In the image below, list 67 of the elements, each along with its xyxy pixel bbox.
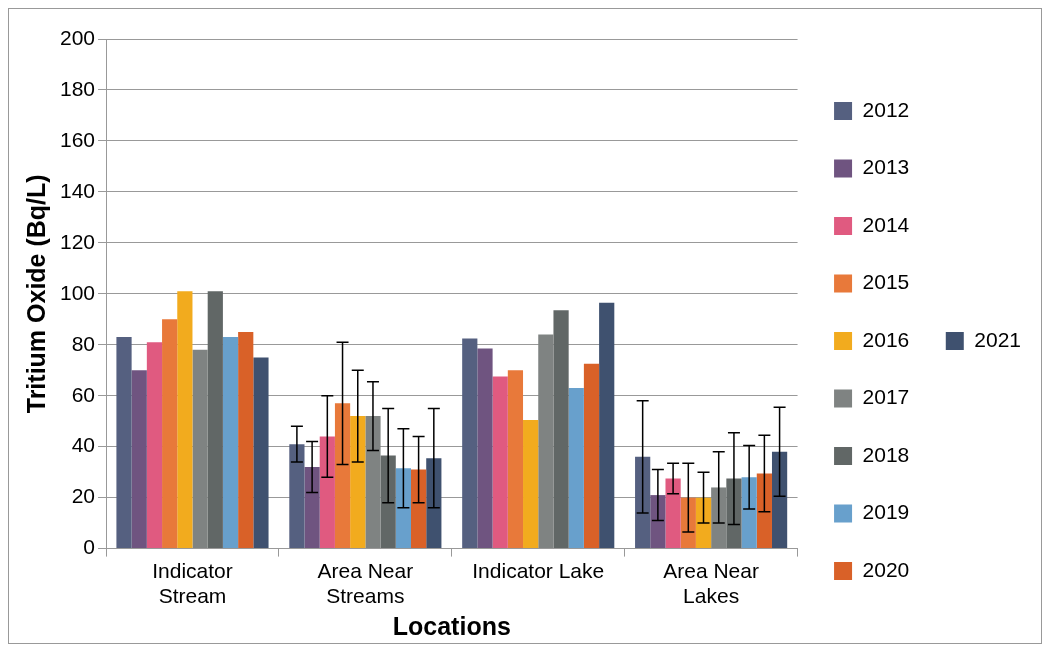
bar (146, 342, 163, 549)
bar (319, 436, 335, 549)
legend-label: 2021 (974, 327, 1021, 351)
bar (207, 291, 223, 549)
x-tick-label: Area Near Lakes (663, 559, 759, 608)
y-axis-title: Tritium Oxide (Bq/L) (21, 174, 50, 414)
bar (635, 456, 651, 549)
bar (492, 376, 508, 549)
legend-label: 2020 (862, 557, 910, 581)
bar (304, 467, 320, 549)
bar (462, 338, 478, 549)
y-tick-label: 0 (83, 535, 96, 559)
bar (665, 478, 681, 549)
bar (177, 291, 193, 549)
bar (116, 337, 132, 549)
legend-label: 2015 (862, 270, 910, 294)
bar (741, 477, 757, 549)
legend-label: 2019 (862, 500, 910, 524)
bar (380, 455, 396, 549)
y-tick-label: 180 (59, 76, 96, 100)
y-tick-label: 40 (71, 433, 96, 457)
bar (334, 403, 351, 549)
legend-label: 2013 (862, 155, 910, 179)
bar (695, 497, 712, 549)
bar (289, 444, 305, 549)
y-tick-label: 200 (59, 25, 96, 49)
legend-label: 2016 (862, 327, 910, 351)
legend-label: 2014 (862, 212, 910, 236)
legend-label: 2018 (862, 442, 910, 466)
y-tick-label: 100 (59, 280, 96, 304)
bar (507, 370, 524, 549)
x-axis-title: Locations (392, 611, 511, 640)
bar (426, 458, 442, 549)
bar (395, 468, 411, 549)
bar (711, 487, 727, 549)
y-tick-label: 160 (59, 127, 96, 151)
bar (650, 495, 666, 549)
x-tick-label: Indicator Stream (152, 559, 233, 608)
bar (222, 337, 239, 549)
bar (553, 310, 569, 549)
legend-label: 2012 (862, 97, 910, 121)
bar (192, 349, 208, 549)
bar (365, 416, 381, 549)
bar (771, 451, 788, 549)
bar (538, 334, 554, 549)
y-tick-label: 20 (71, 484, 96, 508)
bar (411, 469, 427, 549)
bar (162, 319, 178, 549)
x-tick-label: Indicator Lake (472, 559, 605, 582)
y-tick-label: 120 (59, 229, 96, 253)
bar (756, 473, 772, 549)
bar (477, 348, 493, 549)
bar (238, 332, 254, 549)
bar (680, 497, 696, 549)
bar (583, 363, 600, 549)
x-tick-label: Area Near Streams (317, 559, 414, 608)
bar (568, 388, 584, 549)
y-tick-label: 140 (59, 178, 96, 202)
y-tick-label: 80 (71, 331, 96, 355)
bar (726, 478, 742, 549)
bar (350, 416, 366, 549)
y-tick-label: 60 (71, 382, 96, 406)
bar (131, 370, 147, 549)
bar (599, 302, 615, 549)
legend-label: 2017 (862, 385, 910, 409)
bar (253, 357, 269, 549)
bar (523, 419, 539, 549)
